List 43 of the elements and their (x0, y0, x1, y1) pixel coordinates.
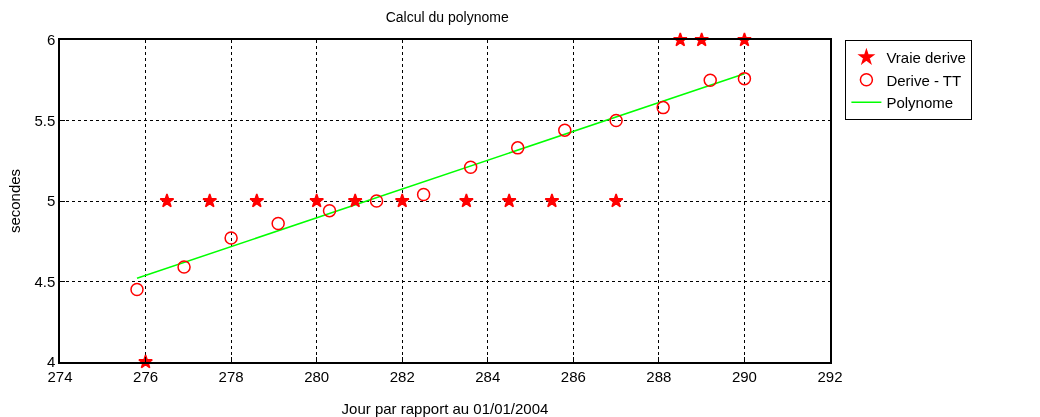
point (159, 193, 175, 208)
point (322, 203, 337, 218)
point (177, 260, 191, 274)
point (202, 193, 218, 208)
point (510, 141, 525, 155)
y-tick-label: 4.5 (34, 272, 56, 290)
x-tick-label: 288 (646, 367, 672, 385)
x-tick-label: 280 (304, 367, 330, 385)
point (737, 71, 752, 86)
chart-title: Calcul du polynome (385, 9, 509, 26)
point (249, 193, 265, 208)
point (544, 193, 560, 208)
x-tick-label: 282 (389, 367, 415, 385)
point (369, 194, 384, 208)
x-axis-title: Jour par rapport au 01/01/2004 (341, 400, 549, 417)
point (501, 193, 517, 208)
legend-label: Vraie derive (886, 49, 966, 67)
y-tick-label: 6 (46, 31, 56, 49)
point (416, 187, 431, 202)
point (609, 113, 623, 128)
y-tick-label: 5 (46, 192, 56, 210)
legend-label: Polynome (886, 94, 954, 112)
y-tick-label: 5.5 (34, 111, 56, 129)
x-tick-label: 286 (560, 367, 586, 385)
point (608, 193, 624, 208)
point (394, 193, 410, 208)
point (130, 282, 144, 297)
point (703, 73, 717, 87)
x-tick-label: 284 (475, 367, 501, 385)
point (309, 193, 325, 208)
x-tick-label: 276 (133, 367, 159, 385)
x-tick-label: 278 (218, 367, 244, 385)
point (463, 160, 478, 174)
point (656, 100, 670, 115)
point (458, 193, 474, 208)
y-axis-title: secondes (5, 168, 23, 234)
x-tick-label: 290 (731, 367, 757, 385)
point (224, 231, 238, 245)
point (347, 193, 363, 208)
legend-label: Derive - TT (886, 71, 962, 89)
x-tick-label: 292 (817, 367, 843, 385)
point (558, 123, 572, 137)
point (271, 216, 285, 231)
